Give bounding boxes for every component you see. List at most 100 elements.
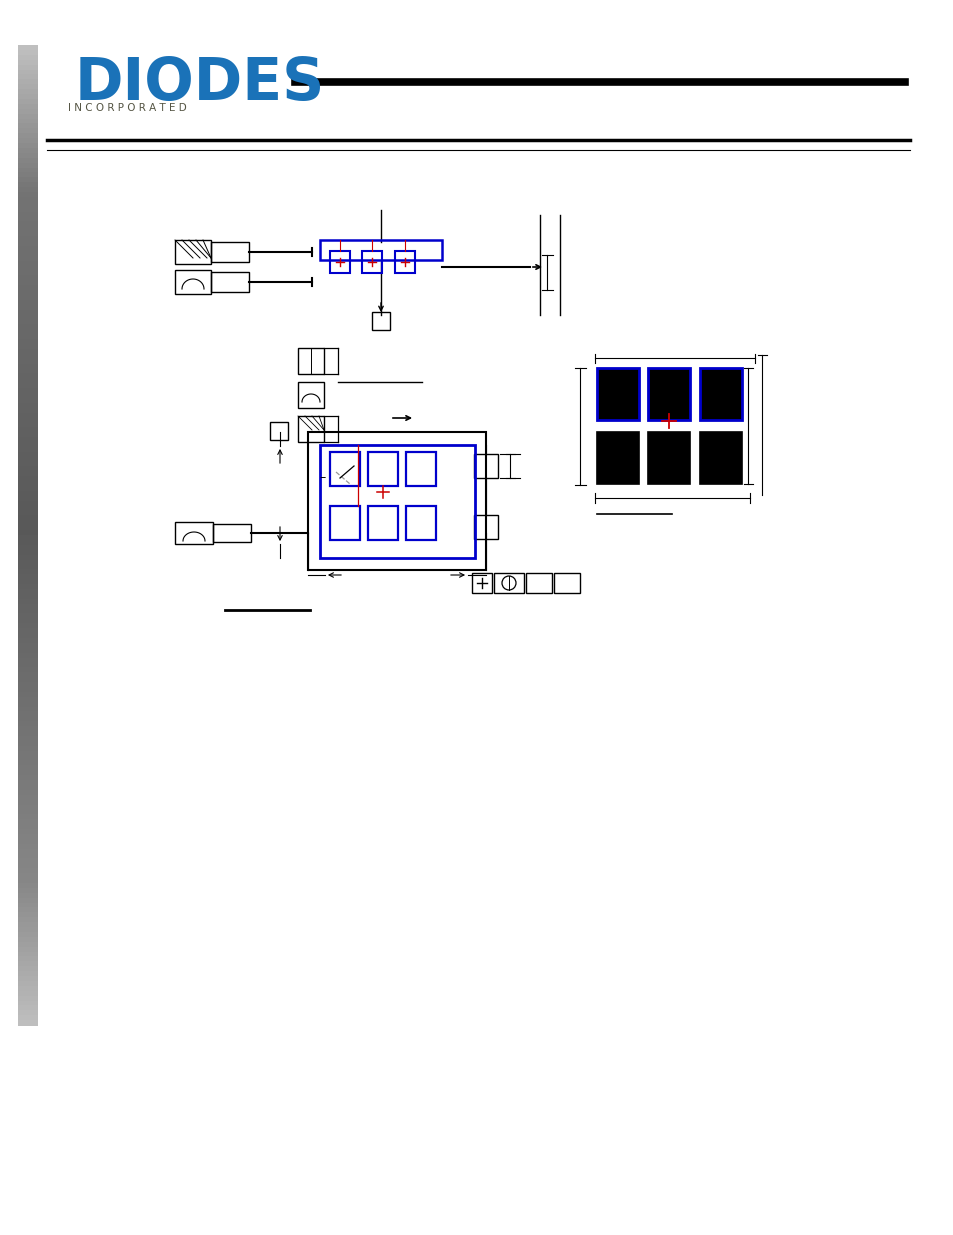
Bar (18, 330, 38, 335)
Bar (18, 363, 38, 369)
Bar (18, 579, 38, 584)
Bar (18, 697, 38, 703)
Bar (174, 522, 213, 543)
Bar (174, 240, 211, 264)
Bar (474, 515, 497, 538)
Bar (18, 231, 38, 237)
Bar (18, 417, 38, 422)
Bar (18, 923, 38, 927)
Bar (18, 315, 38, 320)
Bar (18, 335, 38, 340)
Bar (18, 44, 38, 51)
Bar (18, 677, 38, 683)
Bar (18, 589, 38, 594)
Bar (18, 642, 38, 648)
Bar (18, 462, 38, 467)
Bar (18, 706, 38, 711)
Bar (647, 368, 689, 420)
Bar (18, 457, 38, 462)
Bar (406, 452, 436, 487)
Bar (18, 804, 38, 810)
Bar (18, 790, 38, 795)
Bar (211, 242, 249, 262)
Bar (18, 383, 38, 389)
Bar (18, 913, 38, 918)
Bar (18, 300, 38, 305)
Bar (18, 138, 38, 143)
Bar (18, 814, 38, 820)
Bar (18, 647, 38, 653)
Bar (18, 751, 38, 756)
Bar (18, 903, 38, 908)
Bar (270, 422, 288, 440)
Bar (18, 883, 38, 888)
Bar (18, 853, 38, 858)
Bar (18, 834, 38, 840)
Bar (18, 829, 38, 835)
Bar (361, 251, 381, 273)
Bar (18, 124, 38, 128)
Bar (18, 256, 38, 261)
Bar (18, 251, 38, 256)
Bar (18, 844, 38, 850)
Bar (18, 221, 38, 227)
Bar (18, 868, 38, 873)
Bar (18, 510, 38, 516)
Bar (18, 452, 38, 457)
Bar (18, 393, 38, 399)
Bar (18, 946, 38, 952)
Bar (18, 191, 38, 198)
Text: –: – (319, 472, 326, 484)
Bar (18, 746, 38, 751)
Bar (368, 452, 397, 487)
Bar (18, 163, 38, 168)
Bar (330, 452, 359, 487)
Bar (18, 692, 38, 698)
Bar (18, 368, 38, 374)
Bar (18, 246, 38, 251)
Bar (18, 918, 38, 923)
Bar (18, 403, 38, 408)
Bar (18, 976, 38, 982)
Bar (18, 275, 38, 280)
Bar (554, 573, 579, 593)
Bar (18, 270, 38, 275)
Bar (174, 270, 211, 294)
Bar (18, 555, 38, 559)
Bar (18, 442, 38, 447)
Bar (297, 348, 324, 374)
Bar (406, 506, 436, 540)
Bar (18, 545, 38, 551)
Bar (18, 59, 38, 65)
Bar (18, 325, 38, 330)
Bar (18, 216, 38, 222)
Bar (18, 128, 38, 133)
Bar (18, 515, 38, 521)
Bar (18, 942, 38, 947)
Bar (18, 143, 38, 148)
Bar (18, 888, 38, 893)
Bar (18, 343, 38, 350)
Bar (18, 726, 38, 731)
Bar (18, 995, 38, 1002)
Bar (18, 731, 38, 736)
Bar (18, 64, 38, 70)
Bar (18, 133, 38, 138)
Bar (18, 956, 38, 962)
Bar (18, 878, 38, 883)
Bar (18, 766, 38, 771)
Bar (18, 69, 38, 75)
Bar (18, 173, 38, 178)
Bar (18, 966, 38, 972)
Bar (597, 432, 639, 484)
Bar (18, 153, 38, 158)
Bar (18, 266, 38, 270)
Bar (18, 338, 38, 345)
Bar (18, 94, 38, 99)
Bar (18, 858, 38, 863)
Bar (18, 432, 38, 437)
Bar (18, 594, 38, 599)
Bar (18, 358, 38, 364)
Bar (18, 761, 38, 766)
Bar (18, 226, 38, 232)
